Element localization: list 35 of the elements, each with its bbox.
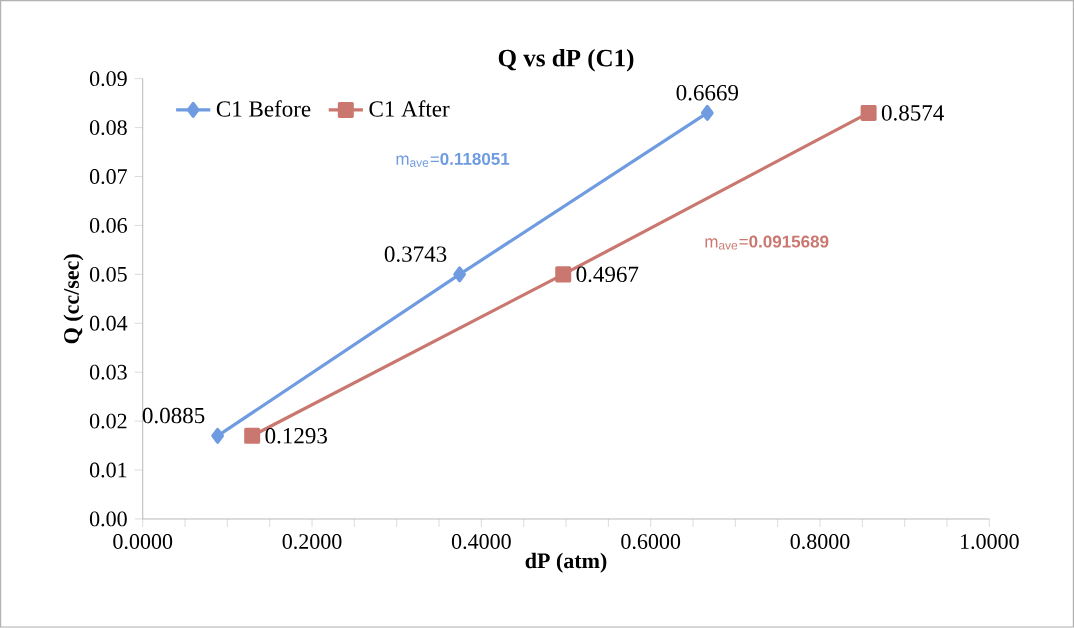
y-tick-label: 0.08 bbox=[89, 120, 127, 136]
x-tick-label: 1.0000 bbox=[961, 534, 1019, 550]
y-tick-label: 0.06 bbox=[89, 218, 127, 234]
x-tick-label: 0.6000 bbox=[621, 534, 681, 550]
y-axis-title: Q (cc/sec) bbox=[63, 254, 84, 344]
y-tick-label: 0.05 bbox=[89, 267, 127, 283]
y-tick-label: 0.09 bbox=[89, 71, 127, 87]
annotation: m$_{ave}$=0.0915689 bbox=[705, 235, 829, 250]
x-tick-label: 0.0000 bbox=[113, 534, 173, 550]
y-tick-label: 0.00 bbox=[89, 511, 127, 527]
annotation: 0.4967 bbox=[576, 266, 639, 283]
annotation: 0.1293 bbox=[265, 428, 327, 444]
annotation: 0.8574 bbox=[881, 105, 944, 121]
point bbox=[860, 105, 877, 122]
x-tick-label: 0.8000 bbox=[790, 534, 850, 550]
x-axis-title: dP (atm) bbox=[525, 552, 607, 573]
y-tick-label: 0.04 bbox=[89, 316, 128, 331]
legend-label: C1 Before bbox=[216, 100, 311, 117]
annotation: 0.3743 bbox=[384, 246, 447, 263]
x-tick-label: 0.2000 bbox=[282, 534, 342, 550]
chart-title: Q vs dP (C1) bbox=[498, 49, 634, 72]
y-tick-label: 0.07 bbox=[89, 169, 127, 185]
point bbox=[555, 266, 572, 283]
point bbox=[700, 105, 714, 122]
point bbox=[453, 266, 466, 283]
annotation: 0.0885 bbox=[142, 407, 205, 424]
point bbox=[211, 427, 225, 444]
y-tick-label: 0.02 bbox=[89, 413, 127, 429]
y-tick-label: 0.03 bbox=[89, 364, 127, 380]
annotation: m$_{ave}$=0.118051 bbox=[396, 153, 510, 168]
annotation: 0.6669 bbox=[676, 85, 739, 101]
legend-label: C1 After bbox=[369, 100, 450, 117]
point bbox=[244, 427, 261, 444]
x-tick-label: 0.4000 bbox=[451, 534, 511, 550]
y-tick-label: 0.01 bbox=[89, 462, 127, 478]
